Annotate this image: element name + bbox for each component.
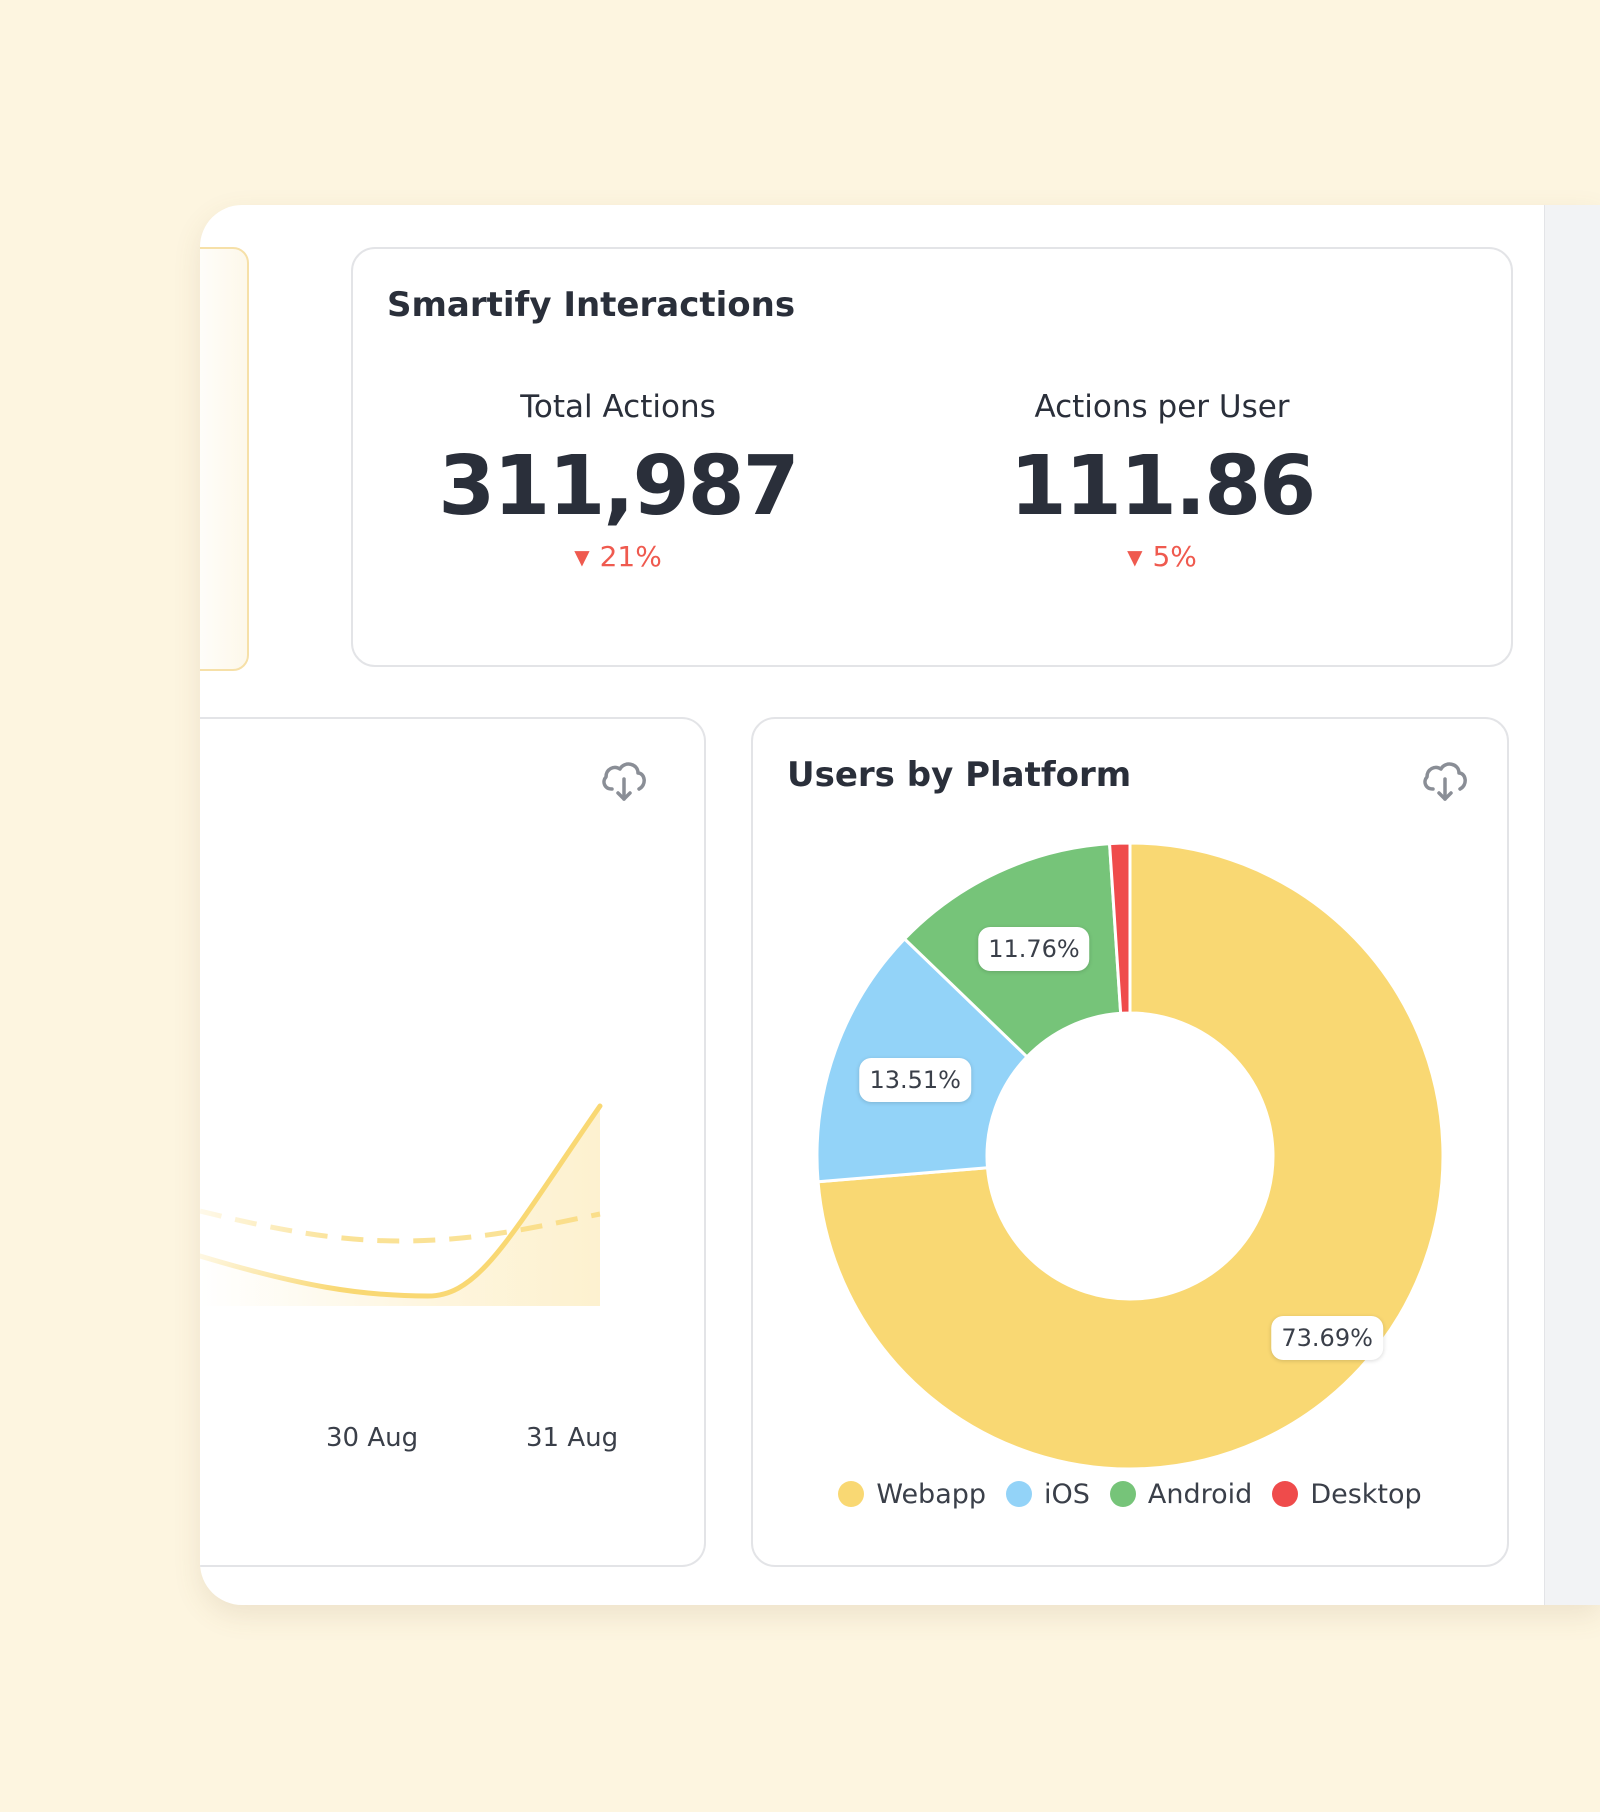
cloud-download-icon — [602, 762, 646, 801]
legend-swatch — [1272, 1481, 1299, 1507]
chart-legend: Webapp iOS Android Desktop — [753, 1479, 1507, 1510]
trend-down-icon: ▼ — [1127, 545, 1143, 569]
dashboard-window: Smartify Interactions Total Actions 311,… — [200, 205, 1600, 1605]
legend-swatch — [838, 1481, 865, 1507]
total-actions-metric: Total Actions 311,987 ▼ 21% — [358, 389, 878, 573]
card-title: Users by Platform — [787, 755, 1132, 795]
download-button[interactable] — [1419, 753, 1471, 805]
right-panel-edge — [1544, 205, 1600, 1605]
legend-item-webapp[interactable]: Webapp — [838, 1479, 986, 1510]
trend-down-icon: ▼ — [574, 545, 590, 569]
previous-card-edge — [200, 247, 249, 671]
legend-item-ios[interactable]: iOS — [1006, 1479, 1090, 1510]
area-fill — [200, 1106, 600, 1306]
legend-swatch — [1109, 1481, 1136, 1507]
legend-label: iOS — [1044, 1479, 1090, 1510]
slice-percent-label: 73.69% — [1271, 1315, 1383, 1360]
metric-change: ▼ 21% — [358, 540, 878, 573]
slice-percent-label: 13.51% — [859, 1057, 971, 1102]
line-chart-plot — [200, 1103, 603, 1306]
donut-slice-webapp[interactable] — [816, 841, 1445, 1471]
change-percent: 5% — [1152, 540, 1197, 573]
smartify-interactions-card: Smartify Interactions Total Actions 311,… — [351, 247, 1513, 667]
donut-chart — [815, 841, 1445, 1471]
legend-label: Desktop — [1310, 1479, 1422, 1510]
x-axis-tick-label: 30 Aug — [326, 1423, 419, 1453]
donut-slice-desktop[interactable] — [1107, 841, 1132, 1015]
metric-label: Total Actions — [520, 389, 716, 425]
metric-label: Actions per User — [1034, 389, 1290, 425]
slice-percent-label: 11.76% — [978, 927, 1090, 972]
legend-item-android[interactable]: Android — [1109, 1479, 1253, 1510]
metric-value: 311,987 — [438, 439, 799, 534]
legend-label: Android — [1147, 1479, 1253, 1510]
x-axis-tick-label: 31 Aug — [526, 1423, 619, 1453]
series-line-solid — [200, 1103, 603, 1299]
legend-label: Webapp — [876, 1479, 987, 1510]
legend-swatch — [1006, 1481, 1033, 1507]
change-percent: 21% — [599, 540, 662, 573]
metric-change: ▼ 5% — [902, 540, 1422, 573]
metric-value: 111.86 — [1009, 439, 1316, 534]
legend-item-desktop[interactable]: Desktop — [1272, 1479, 1422, 1510]
cloud-download-icon — [1423, 762, 1467, 801]
card-title: Smartify Interactions — [387, 285, 796, 325]
actions-per-user-metric: Actions per User 111.86 ▼ 5% — [902, 389, 1422, 573]
activity-line-card: 30 Aug 31 Aug — [200, 717, 706, 1567]
users-by-platform-card: Users by Platform 73.69% 13.51% 11.76% Web… — [751, 717, 1509, 1567]
download-button[interactable] — [598, 753, 650, 805]
